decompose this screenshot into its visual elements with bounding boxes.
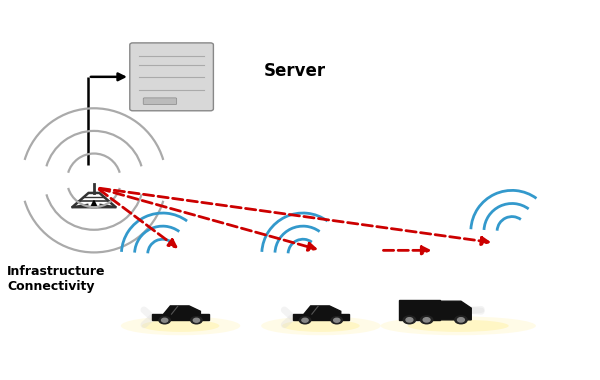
Circle shape (161, 318, 168, 322)
Ellipse shape (380, 317, 536, 335)
Circle shape (191, 317, 202, 324)
Ellipse shape (121, 317, 240, 335)
Circle shape (458, 318, 464, 322)
Circle shape (299, 317, 311, 324)
Polygon shape (440, 301, 471, 320)
Circle shape (193, 318, 200, 322)
Ellipse shape (261, 317, 380, 335)
Circle shape (159, 317, 170, 324)
Polygon shape (152, 314, 209, 320)
Circle shape (403, 316, 416, 324)
Circle shape (423, 318, 430, 322)
Ellipse shape (408, 320, 509, 332)
Circle shape (455, 316, 467, 324)
Ellipse shape (282, 320, 360, 332)
Circle shape (331, 317, 343, 324)
Circle shape (302, 318, 308, 322)
Polygon shape (399, 300, 440, 320)
FancyBboxPatch shape (130, 43, 214, 111)
Text: Server: Server (264, 62, 326, 80)
Polygon shape (164, 306, 200, 314)
FancyBboxPatch shape (143, 98, 176, 105)
Ellipse shape (142, 320, 220, 332)
Circle shape (406, 318, 413, 322)
Text: Infrastructure
Connectivity: Infrastructure Connectivity (7, 266, 106, 293)
Circle shape (334, 318, 340, 322)
Polygon shape (304, 306, 341, 314)
Polygon shape (293, 314, 349, 320)
Circle shape (421, 316, 433, 324)
